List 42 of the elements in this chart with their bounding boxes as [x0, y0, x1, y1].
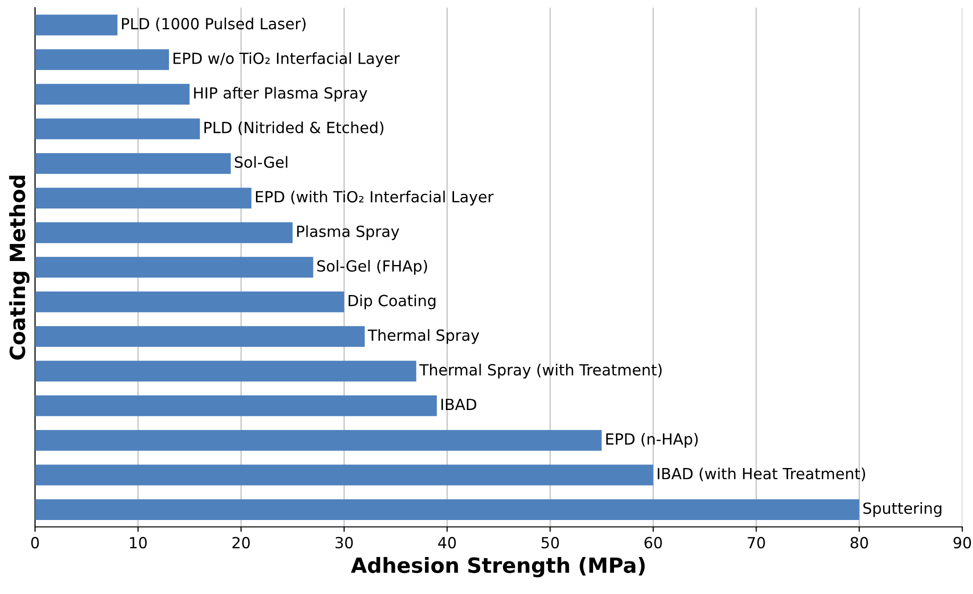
bar [35, 430, 602, 451]
bar [35, 292, 344, 312]
bar [35, 464, 654, 486]
x-axis-title: Adhesion Strength (MPa) [350, 556, 645, 578]
y-tick-label: IBAD [441, 398, 476, 410]
bar [35, 222, 293, 244]
bar [35, 118, 200, 140]
bar [35, 360, 416, 382]
bar [35, 153, 231, 174]
x-tick-label: 0 [31, 536, 39, 548]
y-tick-label: EPD w/o TiO₂ Interfacial Layer [174, 52, 400, 68]
y-tick-label: Plasma Spray [297, 225, 400, 240]
y-tick-label: Sol-Gel (FHAp) [317, 260, 428, 275]
y-tick-label: HIP after Plasma Spray [194, 86, 368, 102]
x-tick-label: 50 [542, 536, 559, 548]
bar [35, 49, 169, 70]
x-tick-label: 30 [336, 536, 353, 548]
x-tick-label: 70 [748, 536, 765, 548]
y-tick-label: Dip Coating [348, 294, 436, 310]
y-axis-title: Coating Method [9, 176, 30, 360]
bar [35, 499, 860, 520]
y-tick-label: Thermal Spray [368, 329, 480, 344]
y-tick-label: Thermal Spray (with Treatment) [419, 364, 662, 379]
y-tick-label: PLD (Nitrided & Etched) [204, 121, 384, 136]
bar [35, 256, 314, 278]
bar [35, 188, 252, 208]
y-tick-label: PLD (1000 Pulsed Laser) [122, 18, 306, 32]
bar [35, 14, 118, 36]
x-tick-label: 80 [850, 536, 868, 548]
x-tick-label: 20 [232, 536, 250, 548]
y-tick-label: EPD (with TiO₂ Interfacial Layer [256, 190, 494, 206]
x-tick-label: 40 [438, 536, 456, 548]
y-tick-label: IBAD (with Heat Treatment) [658, 468, 866, 482]
x-tick-label: 90 [954, 536, 972, 548]
bar [35, 326, 365, 347]
bar [35, 395, 437, 416]
y-tick-label: EPD (n-HAp) [606, 432, 698, 448]
y-tick-label: Sputtering [863, 502, 942, 517]
x-tick-label: 60 [644, 536, 662, 548]
x-tick-label: 10 [130, 536, 147, 548]
bar [35, 84, 190, 105]
y-tick-label: Sol-Gel [234, 156, 288, 168]
